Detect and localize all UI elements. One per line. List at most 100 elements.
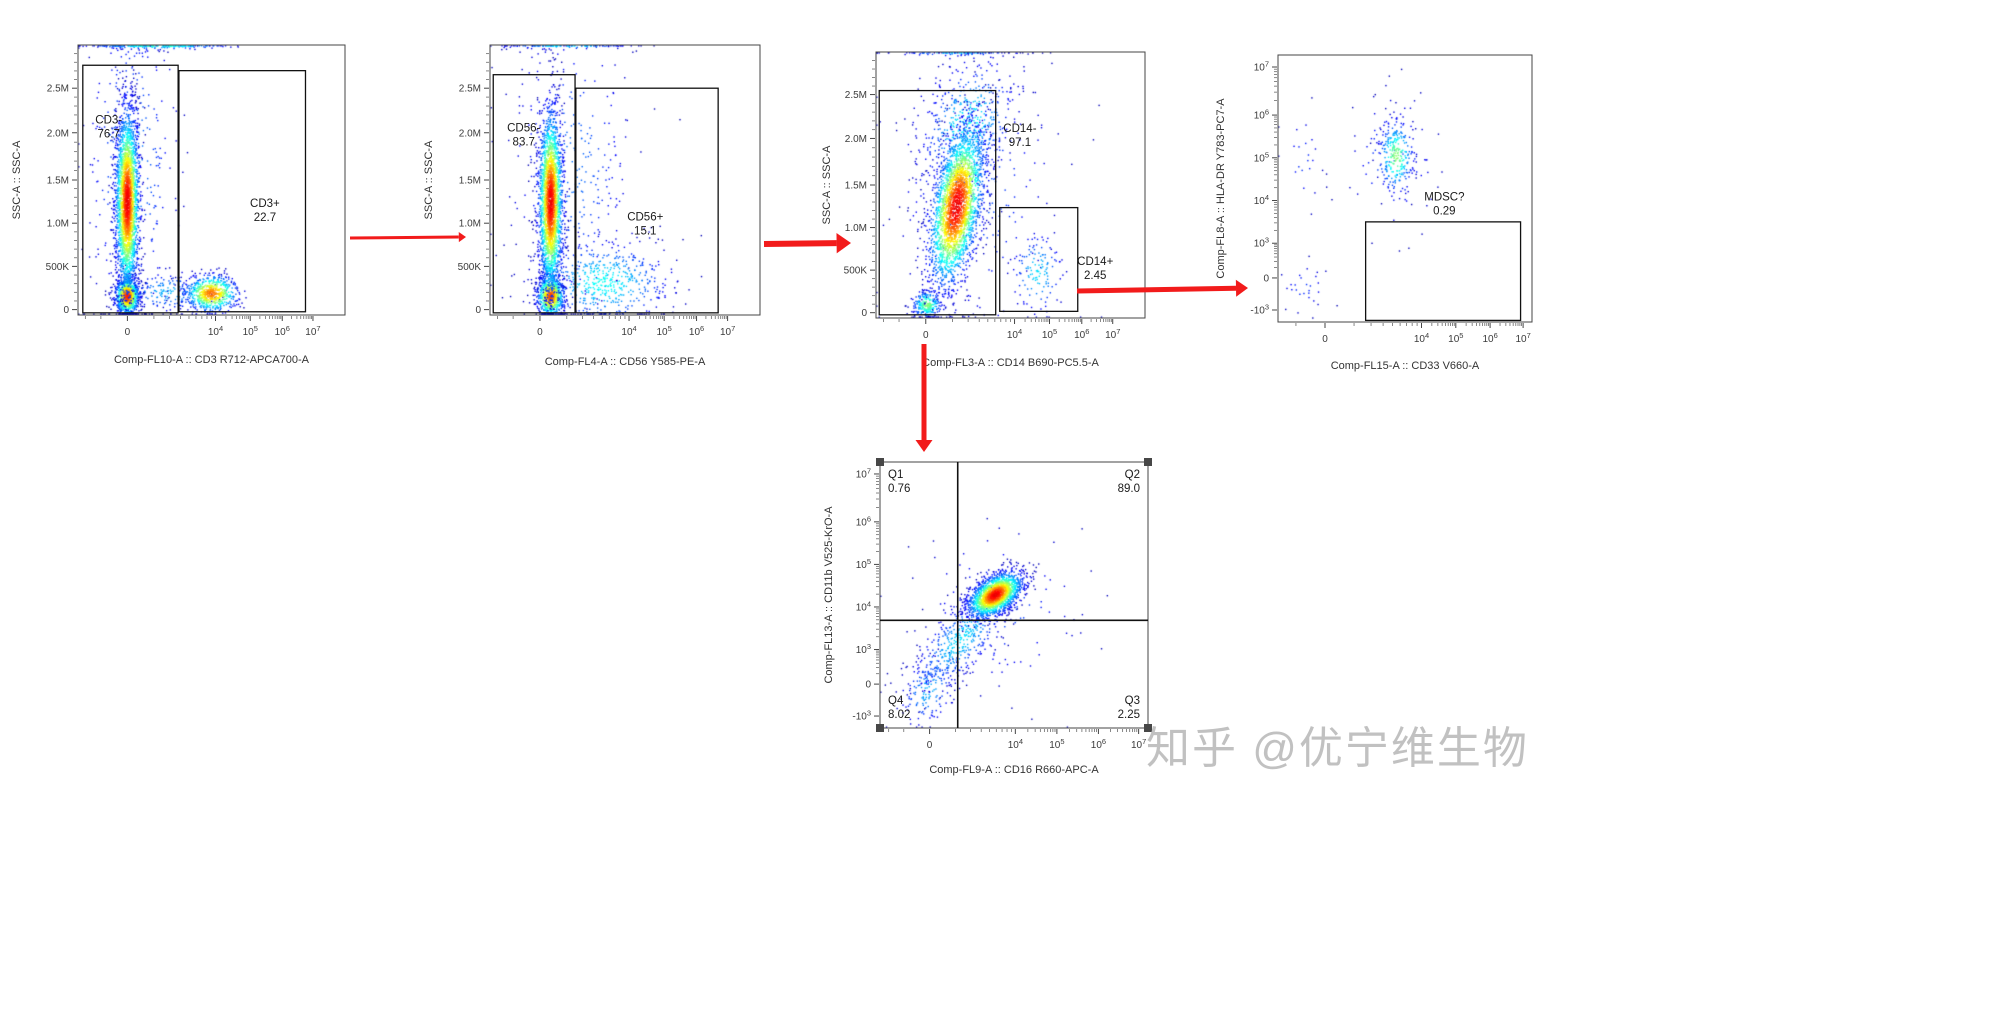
tick-label: 2.5M: [845, 90, 867, 101]
tick-label: 2.5M: [47, 84, 69, 95]
tick-label: 0: [1263, 273, 1269, 284]
tick-label: 107: [1131, 737, 1146, 751]
y-axis-label-quad: Comp-FL13-A :: CD11b V525-KrO-A: [823, 506, 835, 684]
tick-label: 0: [861, 308, 867, 319]
tick-label: -103: [852, 709, 871, 723]
quadrant-label-Q1: Q1: [888, 469, 903, 481]
tick-label: 105: [657, 324, 672, 338]
quadrant-percent-Q1: 0.76: [888, 483, 910, 495]
gate-label-percent: 0.29: [1433, 206, 1455, 218]
gate-CD14+[interactable]: [999, 206, 1079, 312]
quadrant-percent-Q2: 89.0: [1118, 483, 1140, 495]
tick-label: -103: [1250, 302, 1269, 316]
tick-label: 104: [1254, 193, 1269, 207]
tick-label: 104: [1008, 737, 1023, 751]
tick-label: 105: [1448, 331, 1463, 345]
quadrant-gate-handle[interactable]: [876, 724, 884, 732]
y-axis-label-cd14: SSC-A :: SSC-A: [821, 145, 833, 225]
gating-arrowhead-4: [915, 440, 933, 452]
gate-label-name: CD3-: [95, 114, 122, 126]
tick-label: 106: [689, 324, 704, 338]
plot-quadrant-dot-area: [880, 462, 1148, 728]
tick-label: 2.0M: [47, 128, 69, 139]
y-axis-label-mdsc: Comp-FL8-A :: HLA-DR Y783-PC7-A: [1215, 98, 1227, 279]
quadrant-percent-Q4: 8.02: [888, 709, 910, 721]
y-axis-label-cd3: SSC-A :: SSC-A: [11, 140, 23, 220]
plot-mdsc-dot-area: [1278, 55, 1532, 322]
gate-label-percent: 97.1: [1009, 137, 1031, 149]
tick-label: 107: [1515, 331, 1530, 345]
gate-label-percent: 22.7: [254, 212, 276, 224]
tick-label: 1.0M: [459, 219, 481, 230]
gate-label-name: CD14-: [1003, 123, 1036, 135]
plot-cd3-dot-area: [78, 45, 345, 315]
gate-CD56+[interactable]: [575, 87, 719, 314]
quadrant-gate-handle[interactable]: [1144, 458, 1152, 466]
quadrant-label-Q4: Q4: [888, 695, 904, 707]
gate-CD3+[interactable]: [178, 70, 307, 313]
x-axis-label-cd3: Comp-FL10-A :: CD3 R712-APCA700-A: [114, 354, 310, 366]
tick-label: 0: [865, 680, 871, 691]
plot-cd14-dot-area: [876, 52, 1145, 318]
gate-label-name: CD3+: [250, 198, 280, 210]
gate-label-percent: 2.45: [1084, 270, 1106, 282]
tick-label: 2.0M: [845, 134, 867, 145]
tick-label: 0: [1322, 334, 1328, 345]
tick-label: 107: [1254, 60, 1269, 74]
tick-label: 106: [1074, 327, 1089, 341]
y-axis-label-cd56: SSC-A :: SSC-A: [423, 140, 435, 220]
tick-label: 106: [1482, 331, 1497, 345]
tick-label: 104: [856, 599, 871, 613]
gating-arrow-3: [1076, 285, 1237, 294]
watermark: 知乎 @优宁维生物: [1146, 724, 1529, 773]
tick-label: 103: [1254, 236, 1269, 250]
gate-CD3-[interactable]: [82, 64, 179, 314]
tick-label: 1.0M: [47, 219, 69, 230]
tick-label: 0: [927, 740, 933, 751]
gate-label-name: CD56-: [507, 122, 540, 134]
gate-label-name: CD56+: [627, 212, 663, 224]
tick-label: 0: [475, 305, 481, 316]
tick-label: 1.5M: [459, 176, 481, 187]
gating-arrow-2: [763, 240, 837, 247]
tick-label: 104: [621, 324, 636, 338]
tick-label: 107: [1105, 327, 1120, 341]
quadrant-percent-Q3: 2.25: [1118, 709, 1140, 721]
gate-label-name: MDSC?: [1424, 192, 1464, 204]
tick-label: 104: [208, 324, 223, 338]
tick-label: 0: [537, 327, 543, 338]
gating-arrowhead-1: [458, 231, 466, 243]
plot-frame-cd3: [77, 44, 346, 316]
x-axis-label-cd14: Comp-FL3-A :: CD14 B690-PC5.5-A: [922, 357, 1099, 369]
tick-label: 1.0M: [845, 223, 867, 234]
plot-frame-cd56: [489, 44, 761, 316]
tick-label: 105: [1042, 327, 1057, 341]
plot-frame-quad: [879, 461, 1149, 729]
tick-label: 105: [856, 557, 871, 571]
gate-label-percent: 76.7: [98, 128, 120, 140]
gate-CD14-[interactable]: [878, 89, 997, 316]
quadrant-gate-handle[interactable]: [876, 458, 884, 466]
gating-arrowhead-2: [836, 232, 851, 254]
tick-label: 107: [720, 324, 735, 338]
quadrant-gate-handle[interactable]: [1144, 724, 1152, 732]
quadrant-label-Q2: Q2: [1125, 469, 1140, 481]
gate-label-percent: 15.1: [634, 226, 656, 238]
tick-label: 500K: [458, 262, 482, 273]
gate-label-percent: 83.7: [513, 136, 535, 148]
tick-label: 106: [1254, 108, 1269, 122]
tick-label: 105: [1254, 150, 1269, 164]
tick-label: 104: [1414, 331, 1429, 345]
x-axis-label-quad: Comp-FL9-A :: CD16 R660-APC-A: [929, 764, 1099, 776]
tick-label: 500K: [844, 266, 868, 277]
tick-label: 106: [856, 514, 871, 528]
tick-label: 1.5M: [845, 181, 867, 192]
gate-MDSC[interactable]: [1364, 221, 1522, 322]
tick-label: 0: [125, 327, 131, 338]
gate-CD56-[interactable]: [492, 74, 576, 314]
quadrant-label-Q3: Q3: [1125, 695, 1140, 707]
tick-label: 106: [1091, 737, 1106, 751]
tick-label: 106: [275, 324, 290, 338]
